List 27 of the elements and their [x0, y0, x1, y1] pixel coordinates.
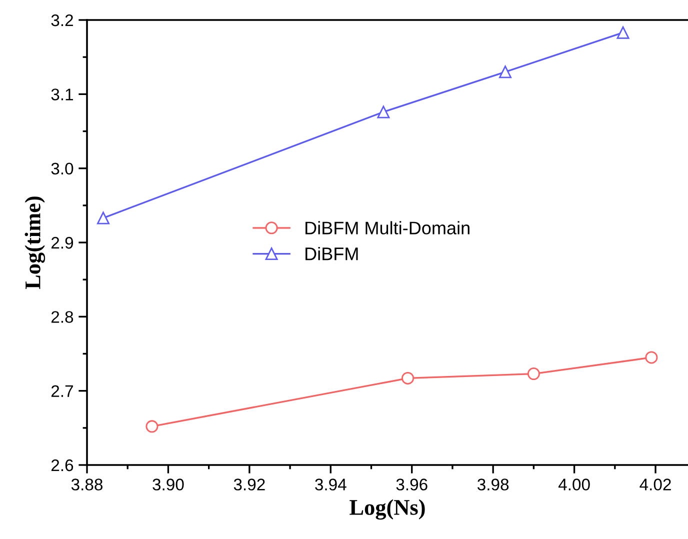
point: [616, 26, 630, 39]
point: [96, 212, 110, 224]
x-tick-label: 4.00: [558, 478, 590, 490]
y-tick-label: 2.8: [51, 311, 74, 323]
x-axis-title: Log(Ns): [350, 499, 425, 520]
x-tick-label: 3.98: [478, 478, 509, 490]
legend-label: DiBFM: [306, 247, 358, 260]
y-tick-label: 2.6: [51, 459, 74, 472]
y-tick-label: 2.7: [51, 385, 73, 397]
y-axis-title: Log(time): [24, 196, 46, 290]
legend-label: DiBFM Multi-Domain: [306, 221, 470, 234]
point: [645, 351, 658, 364]
x-tick-label: 3.96: [396, 478, 428, 490]
point: [402, 372, 414, 384]
x-tick-label: 3.88: [71, 478, 102, 490]
point: [527, 368, 540, 380]
y-tick-label: 3.1: [51, 88, 73, 100]
point: [146, 420, 158, 433]
point: [377, 106, 390, 118]
y-tick-label: 2.9: [51, 236, 74, 249]
y-tick-label: 3.2: [51, 14, 73, 26]
x-tick-label: 4.02: [640, 478, 671, 490]
point: [499, 66, 512, 78]
x-tick-label: 3.90: [152, 478, 184, 490]
y-tick-label: 3.0: [51, 162, 74, 175]
x-tick-label: 3.92: [234, 478, 265, 490]
x-tick-label: 3.94: [315, 478, 346, 490]
